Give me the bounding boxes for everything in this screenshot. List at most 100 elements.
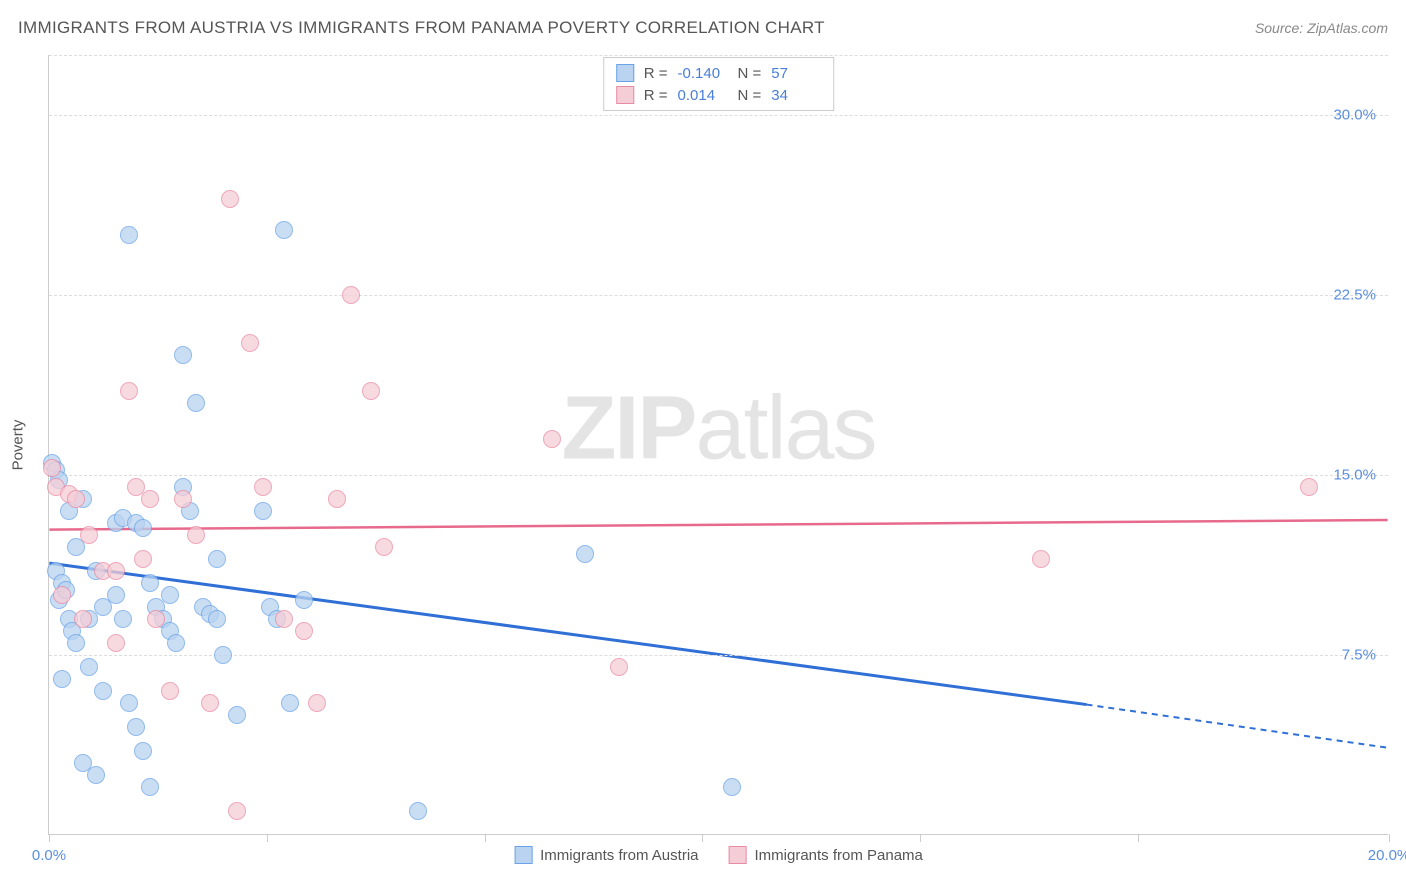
legend-row-austria: R = -0.140 N = 57 [616,62,822,84]
data-point [80,658,98,676]
data-point [161,586,179,604]
data-point [723,778,741,796]
source-attribution: Source: ZipAtlas.com [1255,20,1388,36]
gridline [49,475,1388,476]
data-point [214,646,232,664]
trend-lines [49,55,1388,834]
gridline [49,295,1388,296]
data-point [174,346,192,364]
data-point [328,490,346,508]
data-point [208,550,226,568]
data-point [201,694,219,712]
x-tick [49,834,50,842]
n-value-panama: 34 [771,87,821,104]
x-tick [920,834,921,842]
legend-swatch-icon [514,846,532,864]
data-point [610,658,628,676]
data-point [308,694,326,712]
data-point [120,382,138,400]
data-point [107,562,125,580]
data-point [120,694,138,712]
r-label: R = [644,65,668,82]
x-tick [1389,834,1390,842]
data-point [295,591,313,609]
data-point [254,502,272,520]
data-point [187,394,205,412]
data-point [281,694,299,712]
data-point [67,490,85,508]
data-point [208,610,226,628]
legend-swatch-austria [616,64,634,82]
y-tick-label: 15.0% [1333,467,1376,484]
x-tick-label: 20.0% [1368,847,1406,864]
y-tick-label: 30.0% [1333,107,1376,124]
legend-item-panama: Immigrants from Panama [728,846,922,864]
data-point [1300,478,1318,496]
data-point [167,634,185,652]
data-point [43,459,61,477]
data-point [275,221,293,239]
data-point [221,190,239,208]
data-point [174,490,192,508]
data-point [80,526,98,544]
data-point [375,538,393,556]
data-point [53,586,71,604]
data-point [576,545,594,563]
x-tick [702,834,703,842]
data-point [141,490,159,508]
header: IMMIGRANTS FROM AUSTRIA VS IMMIGRANTS FR… [18,18,1388,38]
data-point [241,334,259,352]
data-point [114,610,132,628]
y-tick-label: 7.5% [1342,647,1376,664]
data-point [127,718,145,736]
legend-item-austria: Immigrants from Austria [514,846,698,864]
data-point [187,526,205,544]
data-point [134,550,152,568]
legend-swatch-icon [728,846,746,864]
n-value-austria: 57 [771,65,821,82]
data-point [74,610,92,628]
legend-label: Immigrants from Panama [754,847,922,864]
data-point [141,778,159,796]
data-point [228,706,246,724]
data-point [342,286,360,304]
r-value-austria: -0.140 [678,65,728,82]
data-point [141,574,159,592]
data-point [53,670,71,688]
data-point [254,478,272,496]
data-point [275,610,293,628]
data-point [120,226,138,244]
data-point [228,802,246,820]
x-tick [1138,834,1139,842]
data-point [362,382,380,400]
watermark: ZIPatlas [561,377,875,480]
x-tick [267,834,268,842]
data-point [409,802,427,820]
chart-area: Poverty R = -0.140 N = 57 R = 0.014 N = … [48,55,1388,835]
data-point [147,610,165,628]
data-point [1032,550,1050,568]
legend-row-panama: R = 0.014 N = 34 [616,84,822,106]
data-point [134,742,152,760]
legend-swatch-panama [616,86,634,104]
data-point [134,519,152,537]
x-tick [485,834,486,842]
n-label: N = [738,65,762,82]
gridline [49,655,1388,656]
r-label: R = [644,87,668,104]
x-tick-label: 0.0% [32,847,66,864]
chart-title: IMMIGRANTS FROM AUSTRIA VS IMMIGRANTS FR… [18,18,825,38]
data-point [67,634,85,652]
data-point [543,430,561,448]
gridline [49,55,1388,56]
series-legend: Immigrants from Austria Immigrants from … [514,846,923,864]
y-axis-label: Poverty [10,420,27,471]
data-point [87,766,105,784]
correlation-legend: R = -0.140 N = 57 R = 0.014 N = 34 [603,57,835,111]
legend-label: Immigrants from Austria [540,847,698,864]
data-point [295,622,313,640]
r-value-panama: 0.014 [678,87,728,104]
n-label: N = [738,87,762,104]
data-point [161,682,179,700]
data-point [107,634,125,652]
